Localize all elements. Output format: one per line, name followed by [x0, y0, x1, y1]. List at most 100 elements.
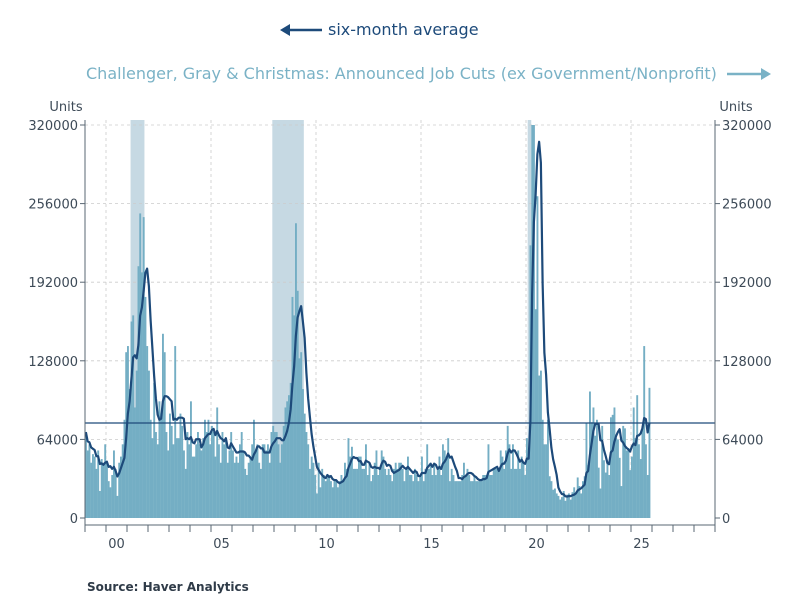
bar: [566, 494, 569, 518]
bar: [629, 470, 632, 518]
bar: [590, 422, 593, 518]
bar: [540, 370, 542, 518]
bar: [387, 468, 390, 518]
bar: [601, 425, 604, 518]
bar: [384, 468, 387, 518]
bar: [433, 462, 436, 518]
bar: [274, 432, 276, 518]
bar: [440, 475, 443, 518]
bar: [249, 456, 252, 518]
bar: [519, 468, 521, 518]
bar: [284, 407, 287, 518]
bar: [461, 475, 464, 518]
bar: [582, 481, 584, 518]
bar: [111, 475, 114, 518]
bar: [477, 481, 479, 518]
bar: [389, 475, 392, 518]
bar: [144, 296, 147, 518]
bar: [219, 462, 222, 518]
bar: [286, 401, 289, 518]
bar: [366, 475, 369, 518]
bar: [118, 462, 121, 518]
right-tick-label: 0: [722, 512, 730, 527]
bar: [550, 481, 553, 518]
bar: [429, 462, 432, 518]
bar: [466, 468, 469, 518]
arrow-right-icon: [726, 67, 771, 80]
bar: [88, 444, 91, 518]
bar: [347, 438, 350, 518]
bars: [85, 125, 651, 519]
bar: [345, 468, 348, 518]
bar: [452, 475, 455, 518]
bar: [176, 438, 178, 518]
bar: [335, 481, 338, 518]
bar: [237, 462, 240, 518]
bar: [375, 450, 378, 518]
bar: [142, 217, 145, 518]
bar: [177, 438, 180, 518]
bar: [295, 223, 297, 518]
bar: [468, 475, 471, 518]
bar: [214, 456, 217, 518]
bar: [153, 382, 156, 518]
bar: [615, 438, 618, 518]
bar: [608, 475, 611, 518]
bar: [268, 462, 271, 518]
bar: [183, 450, 185, 518]
bar: [393, 468, 395, 518]
bar: [358, 456, 360, 518]
bar: [443, 450, 446, 518]
bar: [191, 456, 194, 518]
bar: [338, 481, 341, 518]
bar: [391, 481, 394, 518]
bar: [251, 444, 254, 518]
bar: [258, 462, 261, 518]
bar: [394, 462, 397, 518]
bar: [484, 475, 486, 518]
bar: [552, 489, 555, 518]
bar: [303, 413, 306, 518]
bar: [456, 481, 458, 518]
bar: [613, 407, 616, 518]
bar: [503, 468, 506, 518]
bar: [307, 444, 310, 518]
bar: [520, 456, 523, 518]
right-tick-label: 256000: [722, 198, 772, 213]
bar: [398, 462, 401, 518]
bar: [555, 493, 558, 518]
bar: [121, 444, 124, 518]
bar: [475, 481, 478, 518]
bar: [617, 439, 619, 518]
bar: [130, 321, 133, 518]
bar: [99, 490, 101, 518]
bar: [349, 456, 352, 518]
bar: [351, 446, 353, 518]
recession-band: [527, 120, 532, 518]
x-tick-label: 05: [213, 537, 230, 552]
bar: [415, 475, 418, 518]
bar: [188, 444, 191, 518]
bar: [151, 438, 154, 518]
bar: [561, 497, 563, 518]
right-tick-label: 192000: [722, 276, 772, 291]
bar: [564, 500, 567, 518]
bar: [333, 481, 336, 518]
source-note: Source: Haver Analytics: [87, 580, 249, 594]
bar: [568, 493, 570, 518]
bar: [445, 456, 448, 518]
bar: [305, 432, 308, 518]
bar: [190, 401, 192, 518]
bar: [557, 495, 560, 518]
bar: [517, 450, 520, 518]
bar: [260, 468, 262, 518]
bar: [599, 488, 602, 518]
bar: [419, 475, 422, 518]
bar: [221, 432, 224, 518]
bar: [534, 309, 537, 518]
bar: [575, 493, 577, 518]
bar: [648, 387, 651, 518]
bar: [471, 481, 474, 518]
bar: [512, 444, 514, 518]
bar: [90, 462, 93, 518]
